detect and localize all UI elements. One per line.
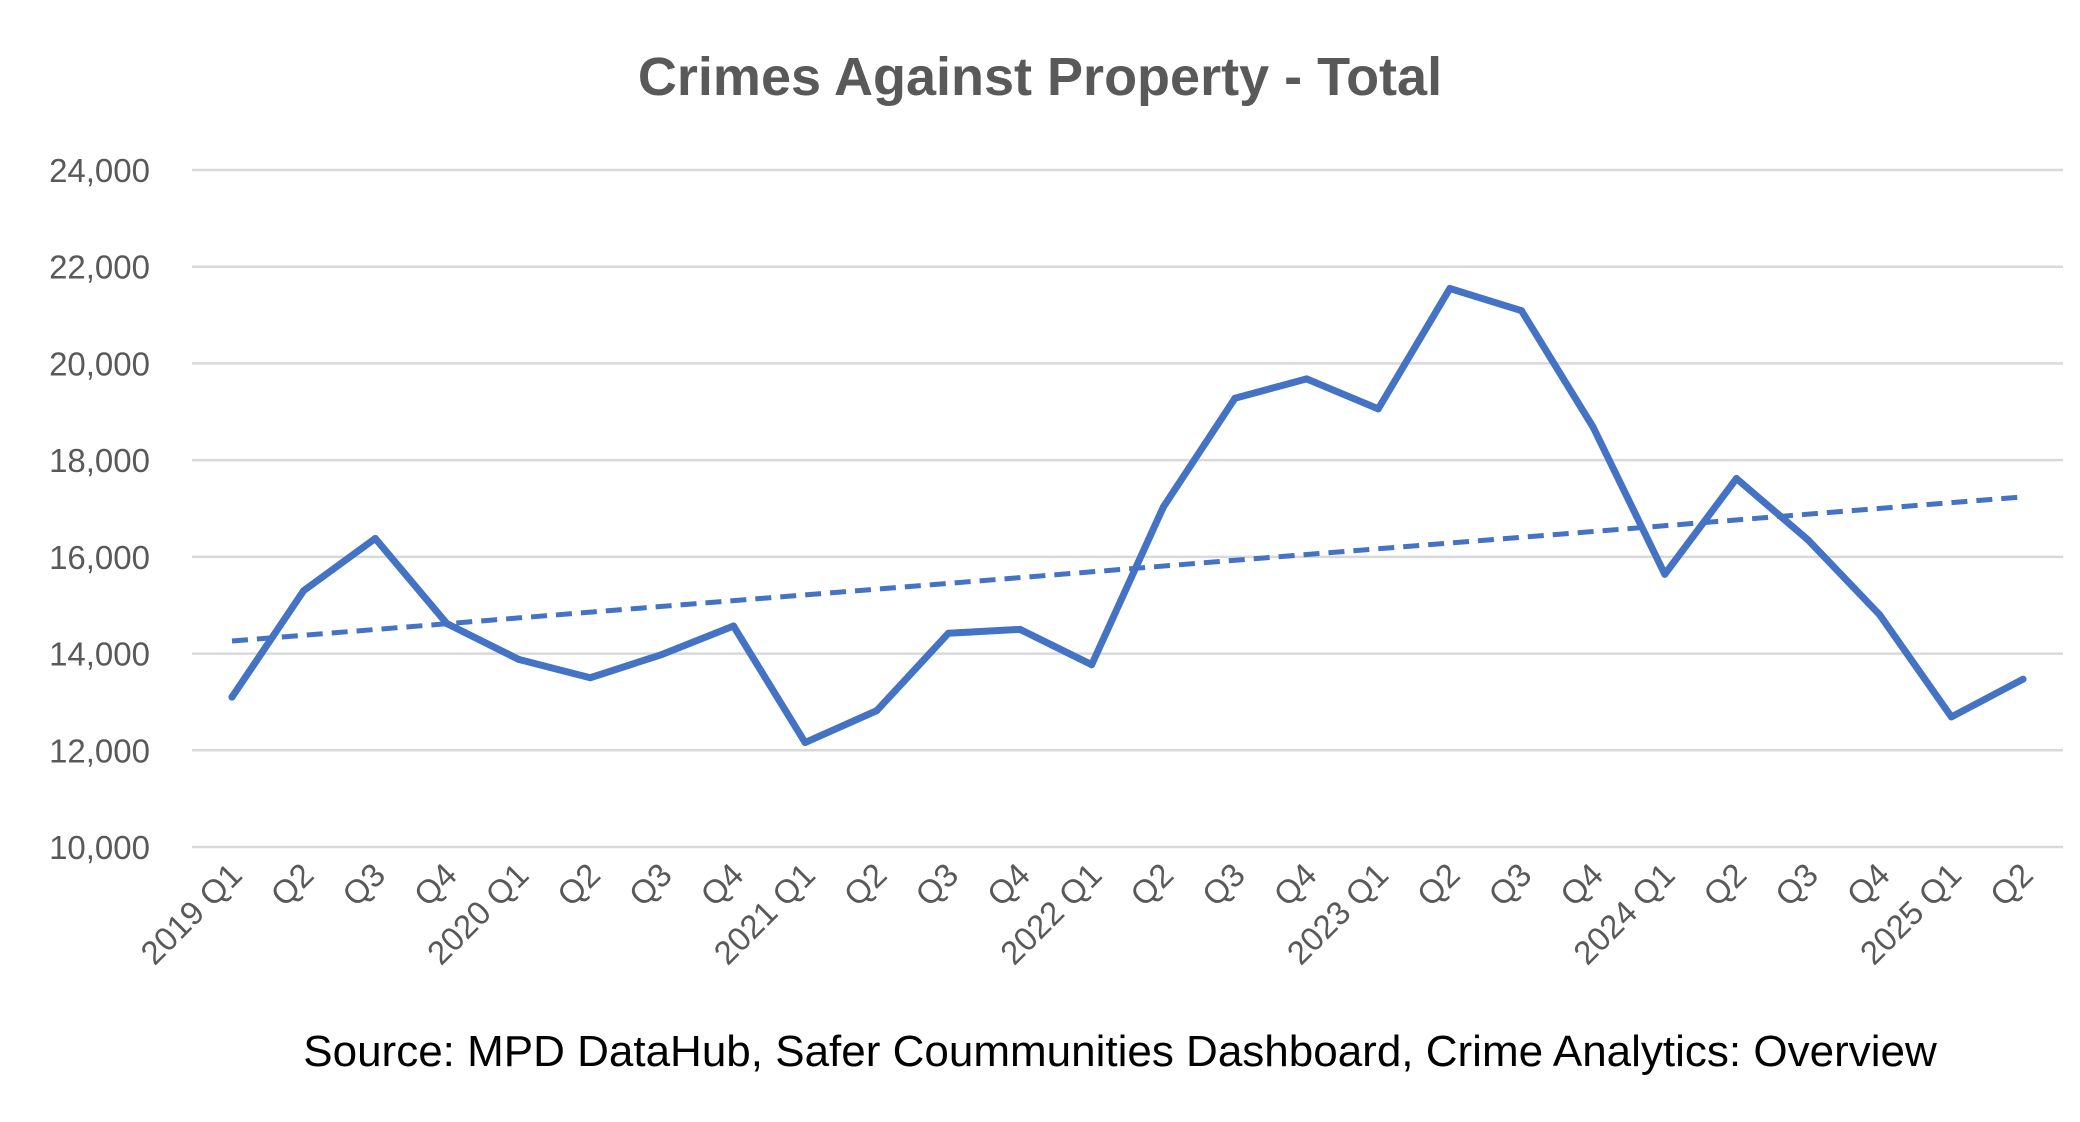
data-point <box>1947 713 1955 721</box>
x-tick-label: Q3 <box>1768 856 1825 913</box>
x-tick-label: Q4 <box>1553 856 1610 913</box>
x-tick-label: 2019 Q1 <box>133 856 249 972</box>
x-tick-label: Q2 <box>1983 856 2040 913</box>
data-point <box>515 655 523 663</box>
data-point <box>873 707 881 715</box>
x-tick-label: Q3 <box>335 856 392 913</box>
gridlines <box>192 168 2063 849</box>
data-point <box>1518 307 1526 315</box>
data-point <box>443 620 451 628</box>
y-axis-tick-labels: 10,000 12,000 14,000 16,000 18,000 20,000 22,0… <box>49 152 150 866</box>
chart-title: Crimes Against Property - Total <box>638 47 1442 107</box>
data-point <box>1876 611 1884 619</box>
data-point <box>729 622 737 630</box>
series-line <box>228 284 2027 747</box>
data-point <box>371 534 379 542</box>
x-tick-label: Q2 <box>1410 856 1467 913</box>
y-tick-label: 18,000 <box>49 442 150 479</box>
y-tick-label: 22,000 <box>49 249 150 286</box>
data-point <box>1016 625 1024 633</box>
x-tick-label: Q4 <box>693 856 750 913</box>
y-tick-label: 20,000 <box>49 345 150 382</box>
data-point <box>1589 423 1597 431</box>
data-point <box>801 739 809 747</box>
data-point <box>228 693 236 701</box>
data-point <box>1804 536 1812 544</box>
data-point <box>658 651 666 659</box>
x-tick-label: Q2 <box>263 856 320 913</box>
y-tick-label: 14,000 <box>49 636 150 673</box>
x-tick-label: Q2 <box>1696 856 1753 913</box>
data-point <box>1661 570 1669 578</box>
data-point <box>2019 675 2027 683</box>
x-tick-label: Q3 <box>621 856 678 913</box>
x-tick-label: Q2 <box>836 856 893 913</box>
x-tick-label: Q2 <box>550 856 607 913</box>
y-tick-label: 24,000 <box>49 152 150 189</box>
x-tick-label: Q3 <box>1195 856 1252 913</box>
data-point <box>1159 503 1167 511</box>
trendline <box>231 494 2024 644</box>
x-tick-label: Q4 <box>1266 856 1323 913</box>
data-point <box>300 587 308 595</box>
x-tick-label: Q3 <box>1481 856 1538 913</box>
data-point <box>1446 284 1454 292</box>
source-note: Source: MPD DataHub, Safer Coummunities … <box>303 1027 1937 1076</box>
y-tick-label: 12,000 <box>49 732 150 769</box>
data-point <box>1088 661 1096 669</box>
y-tick-label: 16,000 <box>49 539 150 576</box>
x-tick-label: Q4 <box>1839 856 1896 913</box>
x-tick-label: Q4 <box>407 856 464 913</box>
x-tick-label: Q2 <box>1123 856 1180 913</box>
x-tick-label: Q4 <box>980 856 1037 913</box>
data-point <box>586 674 594 682</box>
series-layer <box>228 284 2027 747</box>
data-point <box>944 629 952 637</box>
data-point <box>1732 475 1740 483</box>
data-point <box>1303 375 1311 383</box>
y-tick-label: 10,000 <box>49 829 150 866</box>
trendline-layer <box>231 494 2024 644</box>
data-point <box>1374 405 1382 413</box>
data-point <box>1231 394 1239 402</box>
x-tick-label: Q3 <box>908 856 965 913</box>
